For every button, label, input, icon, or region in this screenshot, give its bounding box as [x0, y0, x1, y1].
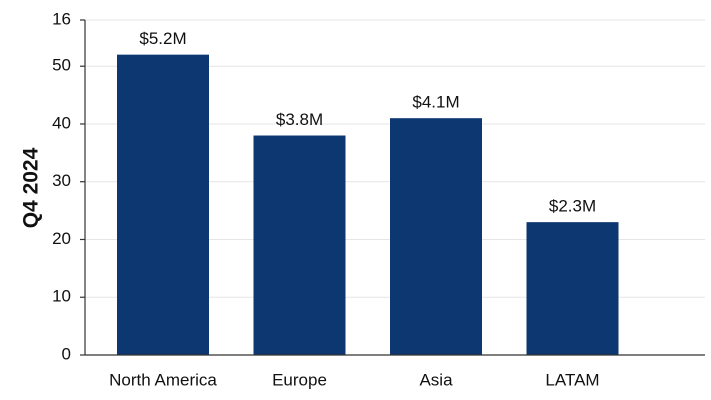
- bar: [253, 135, 346, 355]
- y-tick-label: 40: [52, 113, 71, 132]
- y-tick-label: 10: [52, 287, 71, 306]
- y-tick-label: 20: [52, 229, 71, 248]
- value-label: $5.2M: [139, 29, 186, 48]
- x-tick-label: Asia: [419, 370, 453, 389]
- x-tick-label: LATAM: [545, 370, 599, 389]
- y-tick-label: 0: [62, 344, 71, 363]
- y-tick-label: 16: [52, 9, 71, 28]
- value-label: $3.8M: [276, 110, 323, 129]
- x-tick-label: North America: [109, 370, 217, 389]
- bar: [117, 54, 209, 355]
- x-tick-label: Europe: [272, 370, 327, 389]
- value-label: $2.3M: [549, 197, 596, 216]
- y-tick-label: 50: [52, 56, 71, 75]
- y-tick-label: 30: [52, 171, 71, 190]
- value-label: $4.1M: [412, 93, 459, 112]
- bar: [526, 222, 619, 355]
- y-axis-label: Q4 2024: [20, 147, 43, 228]
- bar: [390, 118, 482, 355]
